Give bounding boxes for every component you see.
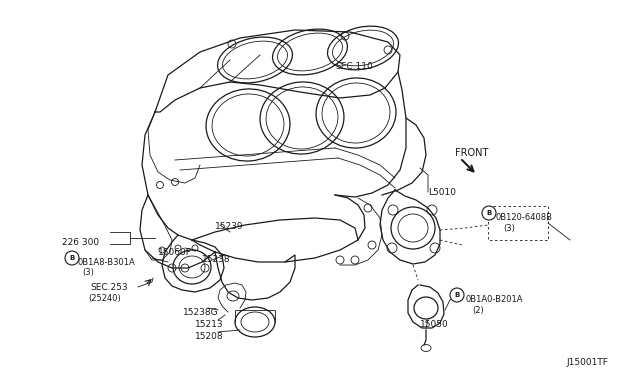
Circle shape <box>482 206 496 220</box>
Text: 15208: 15208 <box>195 332 223 341</box>
Text: 226 300: 226 300 <box>62 238 99 247</box>
Text: SEC.253: SEC.253 <box>90 283 127 292</box>
Circle shape <box>65 251 79 265</box>
Text: B: B <box>486 210 492 216</box>
Text: (25240): (25240) <box>88 294 121 303</box>
Text: 0B1A0-B201A: 0B1A0-B201A <box>465 295 522 304</box>
Text: 15050: 15050 <box>420 320 449 329</box>
Text: SEC.110: SEC.110 <box>335 62 372 71</box>
Text: 15238: 15238 <box>202 255 230 264</box>
Text: (3): (3) <box>503 224 515 233</box>
Circle shape <box>450 288 464 302</box>
Text: 15239: 15239 <box>215 222 244 231</box>
Text: J15001TF: J15001TF <box>566 358 608 367</box>
Text: B: B <box>69 255 75 261</box>
Text: L5010: L5010 <box>428 188 456 197</box>
Text: B: B <box>454 292 460 298</box>
Text: 15060F: 15060F <box>158 248 192 257</box>
Text: FRONT: FRONT <box>455 148 488 158</box>
Text: 15213: 15213 <box>195 320 223 329</box>
Text: 0B120-6408B: 0B120-6408B <box>496 213 553 222</box>
Text: 0B1A8-B301A: 0B1A8-B301A <box>78 258 136 267</box>
Text: (3): (3) <box>82 268 94 277</box>
Text: (2): (2) <box>472 306 484 315</box>
Text: 15238G: 15238G <box>183 308 219 317</box>
